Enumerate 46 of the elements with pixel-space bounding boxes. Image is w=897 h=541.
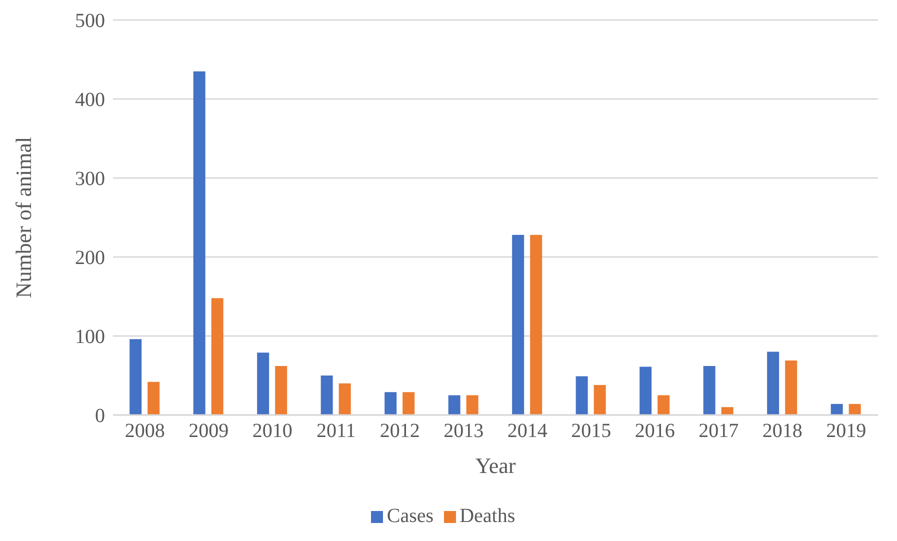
y-tick-label: 400 bbox=[75, 89, 105, 112]
bar bbox=[402, 392, 415, 415]
y-tick-label: 0 bbox=[95, 405, 105, 428]
x-axis-title: Year bbox=[475, 453, 516, 478]
y-axis-title: Number of animal bbox=[10, 136, 36, 298]
bar bbox=[257, 352, 270, 415]
bar bbox=[320, 376, 333, 415]
x-tick-label: 2014 bbox=[507, 420, 548, 442]
y-tick-label: 100 bbox=[75, 326, 105, 348]
bar bbox=[767, 352, 780, 415]
bar bbox=[576, 376, 588, 415]
x-tick-label: 2010 bbox=[252, 420, 292, 442]
bar bbox=[193, 71, 206, 415]
x-tick-label: 2015 bbox=[571, 420, 612, 442]
x-tick-label: 2011 bbox=[316, 420, 356, 442]
legend-label: Deaths bbox=[460, 505, 516, 527]
bar bbox=[448, 395, 460, 415]
bar bbox=[640, 366, 652, 415]
y-tick-label: 200 bbox=[75, 247, 105, 270]
bar bbox=[721, 407, 734, 415]
bar bbox=[148, 382, 160, 415]
bar bbox=[130, 339, 142, 415]
x-tick-label: 2009 bbox=[188, 420, 229, 442]
x-tick-label: 2017 bbox=[698, 420, 739, 442]
x-tick-label: 2012 bbox=[380, 420, 420, 442]
x-tick-label: 2016 bbox=[634, 420, 675, 442]
x-tick-label: 2019 bbox=[826, 420, 866, 442]
bar bbox=[658, 395, 670, 415]
bar bbox=[785, 360, 798, 415]
y-tick-label: 500 bbox=[75, 10, 105, 32]
bar bbox=[338, 383, 351, 415]
bar bbox=[530, 234, 542, 415]
x-tick-label: 2018 bbox=[762, 420, 802, 442]
bar bbox=[703, 366, 716, 415]
bar bbox=[466, 395, 478, 415]
bar bbox=[211, 298, 224, 415]
x-tick-label: 2008 bbox=[124, 420, 165, 442]
bar bbox=[384, 392, 397, 415]
x-tick-label: 2013 bbox=[444, 420, 484, 442]
y-tick-label: 300 bbox=[75, 168, 105, 190]
bar bbox=[594, 384, 606, 415]
bar bbox=[830, 404, 843, 415]
bar bbox=[848, 404, 861, 415]
legend-label: Cases bbox=[386, 505, 434, 527]
bar bbox=[275, 366, 288, 415]
bar bbox=[512, 234, 524, 415]
